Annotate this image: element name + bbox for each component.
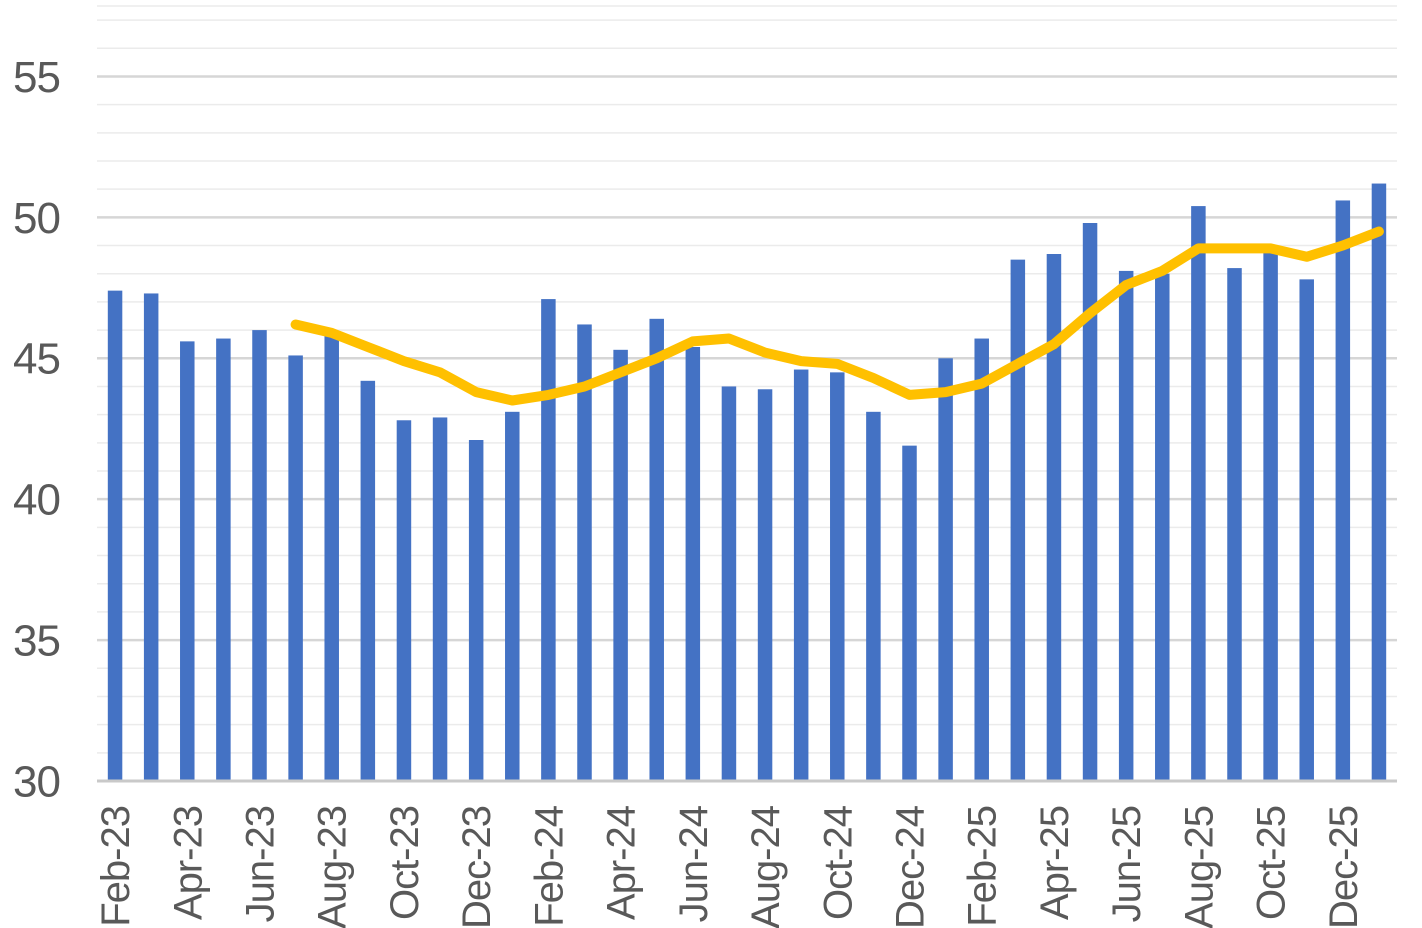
y-axis-tick-label: 35 — [13, 616, 60, 665]
x-axis-tick-label: Dec-24 — [889, 805, 933, 928]
bar-Dec-24 — [902, 445, 917, 781]
bar-Nov-23 — [432, 417, 448, 781]
bar-Feb-23 — [107, 290, 123, 781]
y-axis-tick-label: 40 — [13, 476, 60, 525]
bar-Jul-24 — [721, 386, 737, 781]
x-axis-tick-label: Oct-25 — [1250, 806, 1294, 920]
bar-Jul-23 — [288, 355, 303, 781]
x-axis-tick-label: Aug-24 — [744, 805, 788, 928]
x-axis-tick-label: Feb-23 — [94, 806, 138, 927]
y-axis-tick-label: 50 — [13, 194, 60, 243]
x-axis-tick-label: Feb-24 — [527, 805, 571, 926]
bar-May-25 — [1082, 223, 1098, 781]
x-axis-tick-label: Apr-25 — [1033, 806, 1077, 920]
bar-Jan-26 — [1371, 183, 1387, 781]
bar-Aug-23 — [324, 332, 339, 781]
bar-Nov-25 — [1299, 279, 1314, 781]
bar-Dec-23 — [468, 440, 484, 781]
bar-Nov-24 — [866, 411, 881, 781]
bar-May-23 — [216, 338, 231, 781]
y-axis-tick-label: 55 — [13, 53, 60, 102]
bar-May-24 — [649, 318, 664, 781]
bar-Oct-23 — [396, 420, 412, 781]
bar-Sep-23 — [360, 380, 376, 781]
bar-Jan-24 — [505, 411, 520, 781]
x-axis-tick-label: Oct-24 — [816, 805, 860, 920]
x-axis-tick-label: Jun-25 — [1105, 806, 1149, 922]
bar-Feb-25 — [974, 338, 989, 781]
bar-Apr-23 — [180, 341, 195, 781]
bar-Jun-25 — [1118, 270, 1134, 781]
bar-Mar-25 — [1010, 259, 1026, 781]
x-axis-tick-label: Aug-23 — [311, 806, 355, 928]
bar-Jan-25 — [938, 358, 953, 781]
bar-Mar-24 — [577, 324, 592, 781]
x-axis-tick-label: Apr-23 — [166, 806, 210, 920]
bar-Feb-24 — [541, 299, 556, 781]
bar-Sep-25 — [1227, 268, 1242, 781]
y-axis-tick-label: 45 — [13, 335, 60, 384]
bar-Aug-24 — [757, 389, 773, 781]
bar-Jul-25 — [1155, 273, 1170, 781]
x-axis-tick-label: Jun-23 — [239, 806, 283, 922]
bar-Mar-23 — [143, 293, 159, 781]
x-axis-tick-label: Apr-24 — [600, 805, 644, 920]
x-axis-tick-label: Feb-25 — [961, 806, 1005, 927]
bar-Oct-25 — [1263, 251, 1278, 781]
x-axis-tick-label: Aug-25 — [1177, 806, 1221, 928]
bar-Apr-24 — [613, 349, 628, 781]
x-axis-tick-label: Jun-24 — [672, 805, 716, 922]
x-axis-tick-label: Dec-23 — [455, 806, 499, 928]
bar-Apr-25 — [1046, 254, 1062, 781]
x-axis-tick-label: Dec-25 — [1322, 806, 1366, 928]
moving-average-line — [290, 226, 1384, 406]
bar-Jun-24 — [685, 347, 701, 781]
bar-Jun-23 — [252, 330, 267, 781]
y-axis-tick-label: 30 — [13, 757, 60, 806]
bar-Dec-25 — [1335, 200, 1351, 782]
bar-Oct-24 — [830, 372, 845, 781]
bar-Sep-24 — [793, 369, 809, 781]
x-axis-tick-label: Oct-23 — [383, 806, 427, 920]
bar-Aug-25 — [1191, 206, 1206, 781]
